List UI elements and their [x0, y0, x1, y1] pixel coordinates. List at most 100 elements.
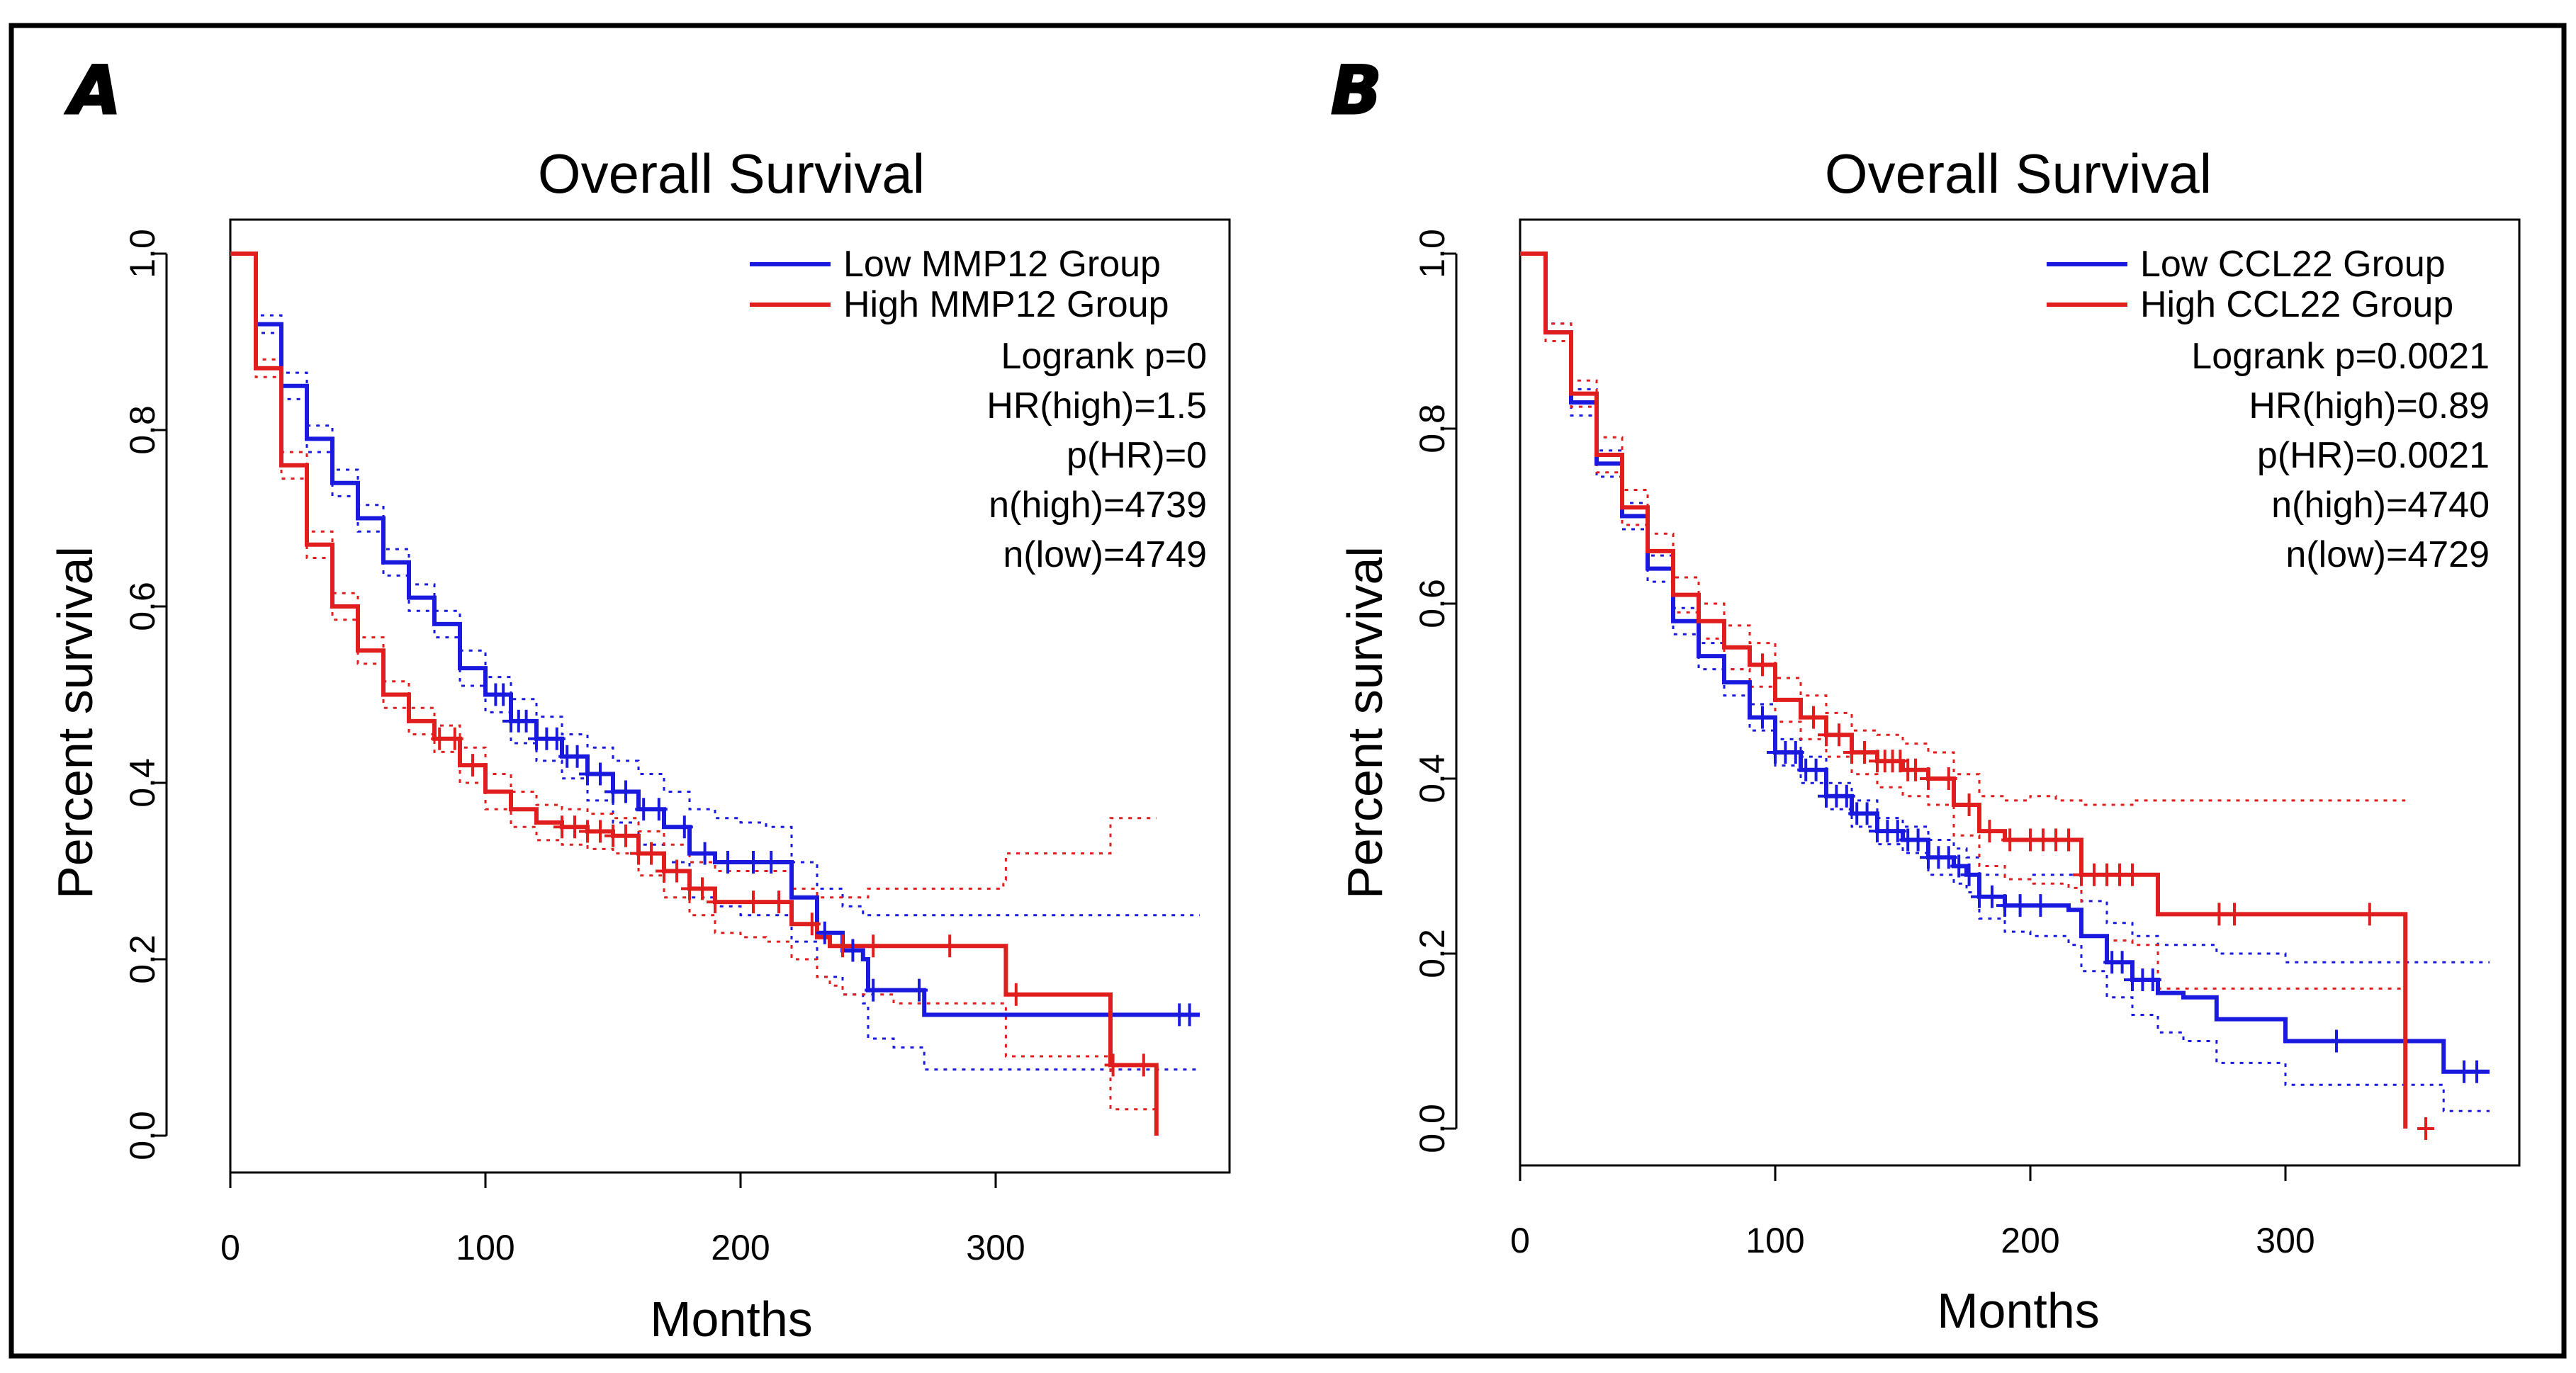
panel-letter: B [1331, 52, 1382, 130]
stat-p-hr: p(HR)=0 [1067, 435, 1207, 476]
censor-marks [1754, 653, 2485, 1140]
y-axis-label: Percent survival [1337, 546, 1393, 899]
censor-mark-low-mmp12-group [568, 745, 586, 768]
y-tick-label: 0.0 [123, 1111, 162, 1160]
x-tick-label: 0 [1510, 1221, 1530, 1260]
y-tick-label: 0.4 [123, 758, 162, 808]
censor-mark-high-ccl22-group [2417, 1117, 2434, 1140]
censor-mark-high-mmp12-group [668, 859, 685, 883]
censor-mark-low-ccl22-group [1909, 828, 1927, 852]
censor-mark-low-mmp12-group [816, 921, 833, 944]
censor-mark-low-mmp12-group [911, 978, 928, 1002]
censor-mark-high-mmp12-group [1135, 1053, 1152, 1077]
censor-mark-low-mmp12-group [495, 683, 512, 706]
censor-mark-low-ccl22-group [2032, 894, 2049, 917]
censor-mark-high-mmp12-group [464, 754, 481, 777]
censor-mark-high-ccl22-group [1830, 723, 1847, 747]
ci-lower-low-mmp12-group [230, 252, 1200, 1071]
chart-title: Overall Survival [1825, 142, 2212, 205]
legend-label-low-ccl22: Low CCL22 Group [2140, 244, 2446, 285]
censor-mark-high-mmp12-group [592, 820, 609, 843]
censor-mark-high-mmp12-group [1104, 1053, 1122, 1077]
legend-label-high-ccl22: High CCL22 Group [2140, 284, 2453, 325]
y-tick-label: 0.2 [1412, 929, 1452, 978]
censor-mark-high-ccl22-group [1940, 767, 1957, 790]
ci-lower-low-ccl22-group [1520, 252, 2490, 1112]
censor-mark-low-mmp12-group [548, 727, 566, 750]
censor-mark-low-ccl22-group [1984, 885, 2001, 908]
censor-mark-low-ccl22-group [1807, 758, 1825, 781]
censor-mark-low-ccl22-group [1754, 706, 1771, 729]
y-tick-label: 1.0 [123, 229, 162, 278]
censor-mark-low-mmp12-group [617, 780, 634, 803]
x-axis: 0 100 200 300 [1510, 1164, 2315, 1260]
stat-n-high: n(high)=4740 [2271, 485, 2490, 526]
censor-mark-low-mmp12-group [844, 939, 862, 962]
censor-mark-high-ccl22-group [1907, 758, 1924, 781]
y-axis: 0.0 0.2 0.4 0.6 0.8 1.0 [1412, 229, 1458, 1153]
censor-mark-high-mmp12-group [643, 842, 660, 865]
censor-mark-low-ccl22-group [1996, 894, 2013, 917]
x-tick-label: 200 [711, 1228, 770, 1267]
censor-mark-low-mmp12-group [675, 815, 693, 839]
y-tick-label: 0.8 [123, 405, 162, 455]
censor-mark-low-ccl22-group [1787, 741, 1804, 764]
censor-mark-high-ccl22-group [1981, 820, 1998, 843]
censor-mark-high-ccl22-group [1960, 793, 1978, 816]
chart-title: Overall Survival [538, 142, 925, 205]
censor-mark-low-ccl22-group [1838, 784, 1855, 808]
censor-mark-low-ccl22-group [2328, 1029, 2345, 1053]
censor-mark-low-mmp12-group [696, 842, 714, 865]
legend-label-high-mmp12: High MMP12 Group [843, 284, 1169, 325]
censor-mark-low-mmp12-group [865, 978, 882, 1002]
censor-mark-low-ccl22-group [2144, 968, 2161, 991]
x-tick-label: 0 [220, 1228, 240, 1267]
censor-mark-high-ccl22-group [2226, 903, 2243, 926]
censor-mark-high-ccl22-group [1805, 706, 1822, 729]
stat-n-low: n(low)=4749 [1003, 534, 1207, 575]
stat-n-low: n(low)=4729 [2285, 534, 2490, 575]
x-tick-label: 300 [966, 1228, 1025, 1267]
censor-mark-high-ccl22-group [2361, 903, 2378, 926]
stat-n-high: n(high)=4739 [989, 485, 1207, 526]
stat-logrank-p: Logrank p=0.0021 [2191, 336, 2490, 377]
y-tick-label: 0.2 [123, 934, 162, 984]
stat-logrank-p: Logrank p=0 [1001, 336, 1207, 377]
censor-mark-high-ccl22-group [1920, 767, 1937, 790]
y-tick-label: 0.6 [123, 582, 162, 631]
censor-mark-low-ccl22-group [1889, 820, 1906, 843]
y-tick-label: 0.8 [1412, 404, 1452, 453]
censor-mark-high-mmp12-group [803, 912, 821, 936]
stat-hr-high: HR(high)=0.89 [2249, 385, 2490, 426]
censor-mark-high-ccl22-group [1754, 653, 1771, 677]
x-tick-label: 100 [1745, 1221, 1804, 1260]
censor-mark-high-mmp12-group [617, 824, 634, 847]
y-tick-label: 0.0 [1412, 1104, 1452, 1153]
censor-mark-low-mmp12-group [517, 709, 535, 733]
x-axis-label: Months [1937, 1283, 2100, 1338]
censor-mark-high-mmp12-group [941, 934, 959, 958]
censor-mark-high-mmp12-group [707, 891, 724, 914]
legend: Low MMP12 Group High MMP12 Group Logrank… [750, 244, 1207, 575]
censor-mark-high-ccl22-group [2124, 863, 2141, 886]
confidence-intervals [230, 252, 1200, 1111]
censor-mark-low-mmp12-group [592, 762, 609, 786]
censor-mark-high-mmp12-group [1007, 983, 1025, 1006]
censor-mark-high-mmp12-group [770, 891, 787, 914]
x-axis-label: Months [650, 1292, 813, 1347]
x-tick-label: 200 [2001, 1221, 2059, 1260]
censor-mark-high-mmp12-group [865, 934, 882, 958]
censor-mark-high-ccl22-group [2210, 903, 2228, 926]
ci-upper-high-ccl22-group [1520, 252, 2406, 806]
censor-mark-high-mmp12-group [834, 934, 851, 958]
censor-mark-low-mmp12-group [650, 798, 668, 821]
censor-mark-high-mmp12-group [745, 891, 762, 914]
x-tick-label: 100 [456, 1228, 514, 1267]
censor-mark-low-ccl22-group [1950, 854, 1968, 878]
legend: Low CCL22 Group High CCL22 Group Logrank… [2047, 244, 2490, 575]
censor-mark-high-ccl22-group [2060, 828, 2077, 852]
censor-mark-low-ccl22-group [1960, 863, 1978, 886]
x-axis: 0 100 200 300 [220, 1171, 1025, 1267]
legend-label-low-mmp12: Low MMP12 Group [843, 244, 1161, 285]
